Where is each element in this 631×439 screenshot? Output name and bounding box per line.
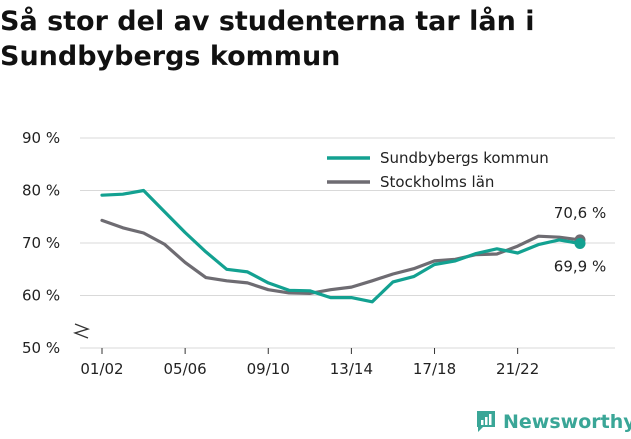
end-value-label: 69,9 % [554,258,606,276]
y-axis-break-icon [73,323,90,339]
y-tick-label: 90 % [22,129,60,147]
y-tick-label: 50 % [22,339,60,357]
x-tick-label: 01/02 [80,360,123,378]
chart-title: Så stor del av studenterna tar lån i Sun… [0,6,535,72]
legend-label: Sundbybergs kommun [380,149,549,167]
brand-name: Newsworthy [503,411,631,433]
y-tick-label: 70 % [22,234,60,252]
x-axis-ticks: 01/02 05/06 09/10 13/14 17/18 21/22 [80,348,539,378]
y-tick-label: 60 % [22,287,60,305]
x-tick-label: 09/10 [247,360,290,378]
series-lines [100,188,586,304]
y-axis-ticks: 50 % 60 % 70 % 80 % 90 % [22,129,60,357]
x-tick-label: 13/14 [330,360,373,378]
x-tick-label: 21/22 [496,360,539,378]
x-tick-label: 17/18 [413,360,456,378]
series-line [100,188,582,304]
brand-logo: Newsworthy [475,406,631,438]
newsworthy-logo-icon [475,409,497,435]
y-tick-label: 80 % [22,182,60,200]
legend: Sundbybergs kommun Stockholms län [327,149,549,191]
legend-label: Stockholms län [380,173,494,191]
x-tick-label: 05/06 [164,360,207,378]
series-end-point [574,238,586,250]
end-annotations: 70,6 % 69,9 % [554,204,606,276]
end-value-label: 70,6 % [554,204,606,222]
series-line [100,218,582,295]
